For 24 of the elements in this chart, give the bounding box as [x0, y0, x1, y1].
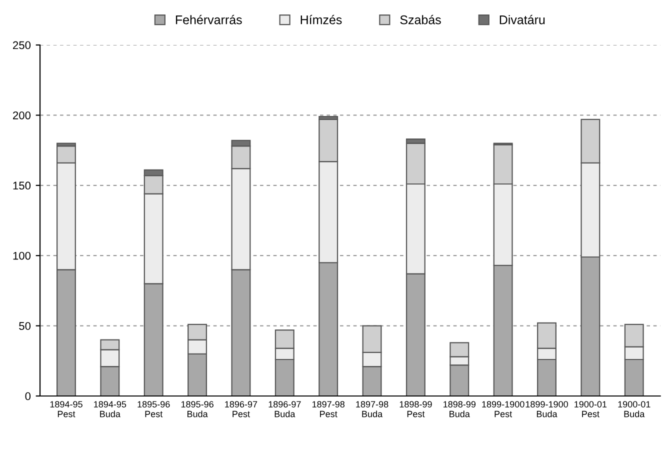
x-tick-label: 1897-98 Buda [356, 401, 388, 418]
x-tick-label: 1894-95 Buda [94, 401, 126, 418]
y-tick-label: 150 [13, 182, 31, 190]
y-tick-label: 100 [13, 252, 31, 260]
x-tick-label: 1898-99 Pest [400, 401, 432, 418]
x-tick-label: 1896-97 Buda [268, 401, 301, 418]
x-tick-label: 1899-1900 Pest [482, 401, 524, 418]
legend-label: Fehérvarrás [176, 14, 242, 24]
legend-label: Divatáru [500, 14, 545, 24]
x-tick-label: 1900-01 Pest [574, 401, 607, 418]
y-tick-label: 50 [19, 322, 31, 330]
x-tick-label: 1898-99 Buda [444, 401, 476, 418]
y-tick-label: 250 [13, 41, 31, 50]
x-tick-label: 1899-1900 Buda [526, 401, 568, 418]
x-tick-label: 1895-96 Pest [138, 401, 170, 418]
x-tick-label: 1894-95 Pest [50, 401, 82, 418]
x-tick-label: 1896-97 Pest [225, 401, 258, 418]
y-tick-label: 200 [13, 111, 31, 120]
x-tick-label: 1895-96 Buda [181, 401, 214, 418]
y-tick-label: 0 [25, 392, 31, 400]
legend-label: Szabás [400, 14, 441, 24]
x-tick-label: 1900-01 Buda [618, 401, 650, 418]
legend-label: Hímzés [300, 14, 342, 24]
x-tick-label: 1897-98 Pest [312, 401, 345, 418]
